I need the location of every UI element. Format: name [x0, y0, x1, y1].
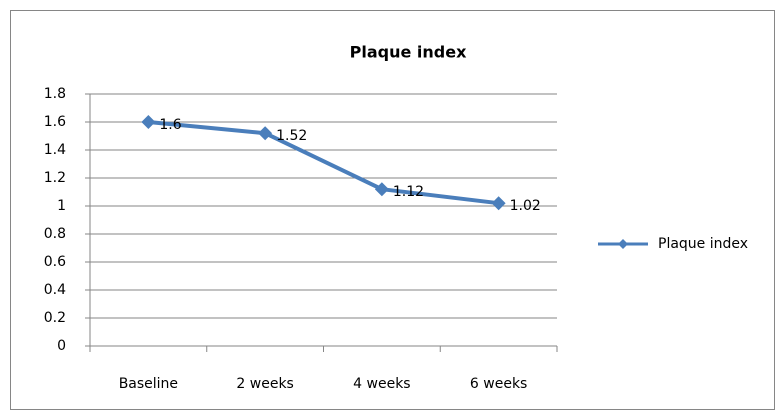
data-label: 1.12 — [393, 184, 424, 200]
legend-marker — [618, 239, 628, 249]
chart-title: Plaque index — [350, 43, 467, 62]
y-tick-label: 1.8 — [44, 86, 66, 102]
x-tick-label: Baseline — [119, 376, 178, 392]
data-label: 1.6 — [159, 117, 181, 133]
y-tick-label: 1 — [57, 198, 66, 214]
y-tick-label: 1.2 — [44, 170, 66, 186]
data-label: 1.52 — [276, 128, 307, 144]
y-tick-label: 1.6 — [44, 114, 66, 130]
data-line — [148, 120, 499, 206]
x-tick-label: 2 weeks — [236, 376, 293, 392]
data-marker — [374, 182, 389, 197]
x-tick-label: 6 weeks — [470, 376, 527, 392]
y-tick-label: 0 — [57, 338, 66, 354]
y-tick-label: 0.6 — [44, 254, 66, 270]
data-marker — [491, 196, 506, 211]
data-label: 1.02 — [510, 198, 541, 214]
data-marker — [141, 115, 156, 129]
y-tick-label: 1.4 — [44, 142, 66, 158]
y-tick-label: 0.4 — [44, 282, 66, 298]
y-tick-label: 0.2 — [44, 310, 66, 326]
x-tick-label: 4 weeks — [353, 376, 410, 392]
data-marker — [258, 126, 273, 141]
legend-label: Plaque index — [658, 236, 748, 252]
chart-border — [10, 10, 775, 410]
y-tick-label: 0.8 — [44, 226, 66, 242]
